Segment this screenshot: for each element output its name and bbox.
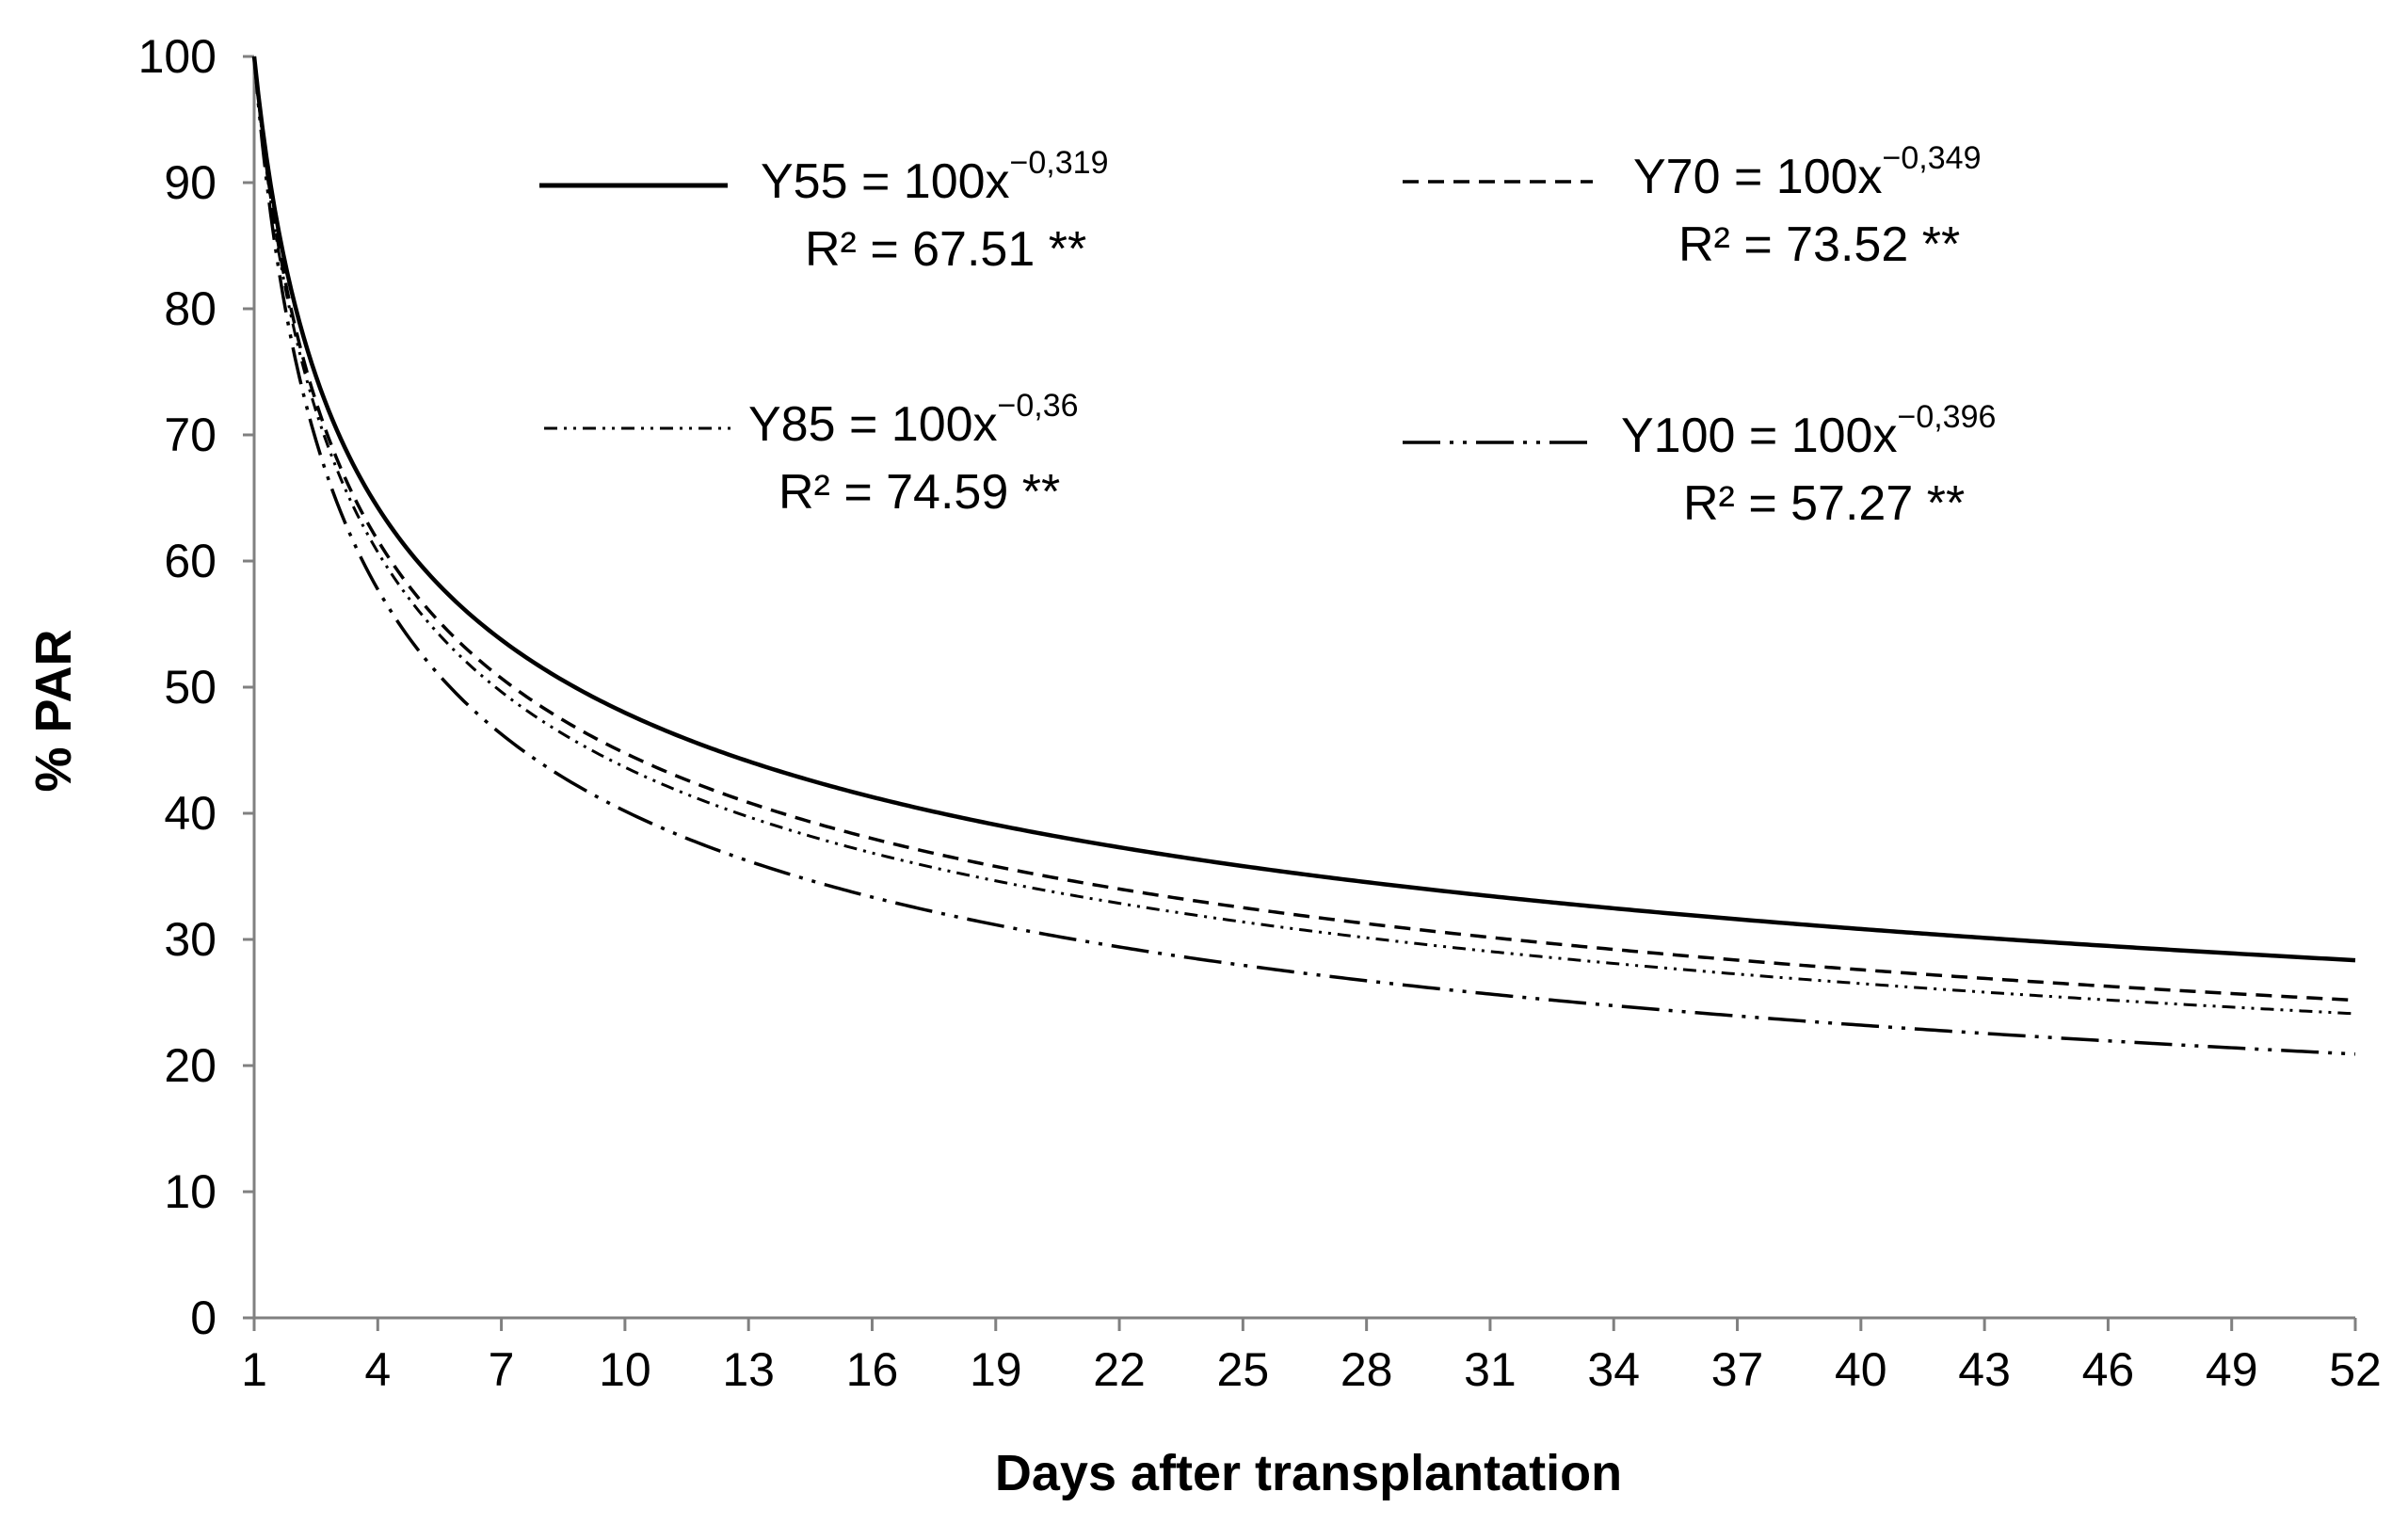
y-axis: 0 10 20 30 40 50 60 70 80 90 100: [138, 30, 256, 1344]
legend-r2-y85: R² = 74.59 **: [779, 465, 1060, 520]
x-tick-label: 43: [1958, 1343, 2011, 1396]
legend-r2-y70: R² = 73.52 **: [1678, 217, 1960, 272]
y-tick-label: 10: [164, 1165, 217, 1218]
legend-r2-y55: R² = 67.51 **: [805, 222, 1086, 277]
x-tick-label: 4: [364, 1343, 391, 1396]
y-tick-label: 0: [190, 1291, 217, 1344]
y-tick-label: 20: [164, 1039, 217, 1092]
series-line-y70: [252, 56, 2356, 1003]
x-tick-label: 37: [1711, 1343, 1764, 1396]
x-tick-label: 31: [1464, 1343, 1517, 1396]
x-axis: 1 4 7 10 13 16 19 22 25 28 31 34 37 40 43 46 49 52: [241, 1316, 2382, 1396]
x-tick-label: 52: [2329, 1343, 2382, 1396]
y-tick-label: 50: [164, 661, 217, 714]
x-tick-label: 40: [1835, 1343, 1887, 1396]
y-tick-label: 30: [164, 913, 217, 966]
y-tick-label: 90: [164, 156, 217, 209]
legend-equation-y100: Y100 = 100x−0,396: [1621, 399, 1996, 463]
y-axis-title: % PAR: [25, 629, 82, 792]
y-tick-label: 100: [138, 30, 217, 83]
series-line-y85: [252, 56, 2356, 1016]
x-axis-title: Days after transplantation: [995, 1445, 1622, 1501]
x-tick-label: 10: [599, 1343, 651, 1396]
x-tick-label: 1: [241, 1343, 267, 1396]
y-tick-label: 80: [164, 282, 217, 335]
x-tick-label: 25: [1217, 1343, 1270, 1396]
y-tick-label: 60: [164, 535, 217, 587]
x-tick-label: 49: [2206, 1343, 2258, 1396]
legend-equation-y70: Y70 = 100x−0,349: [1633, 140, 1982, 204]
x-tick-label: 7: [489, 1343, 515, 1396]
y-tick-label: 40: [164, 787, 217, 840]
x-tick-label: 22: [1093, 1343, 1146, 1396]
x-tick-label: 46: [2082, 1343, 2135, 1396]
x-tick-label: 19: [970, 1343, 1022, 1396]
x-tick-label: 28: [1340, 1343, 1393, 1396]
series-line-y55: [251, 56, 2356, 963]
y-tick-label: 70: [164, 409, 217, 461]
x-tick-label: 34: [1587, 1343, 1640, 1396]
x-tick-label: 13: [722, 1343, 775, 1396]
legend-equation-y55: Y55 = 100x−0,319: [761, 145, 1109, 209]
legend: Y55 = 100x−0,319 R² = 67.51 ** Y70 = 100…: [539, 140, 1996, 531]
series-lines: [251, 56, 2356, 1056]
plot-area: 0 10 20 30 40 50 60 70 80 90 100 1 4 7 10 13 16 19 22 25 28…: [138, 30, 2382, 1396]
x-tick-label: 16: [846, 1343, 899, 1396]
series-line-y100: [252, 56, 2356, 1056]
legend-r2-y100: R² = 57.27 **: [1683, 476, 1965, 531]
legend-equation-y85: Y85 = 100x−0,36: [748, 388, 1079, 452]
